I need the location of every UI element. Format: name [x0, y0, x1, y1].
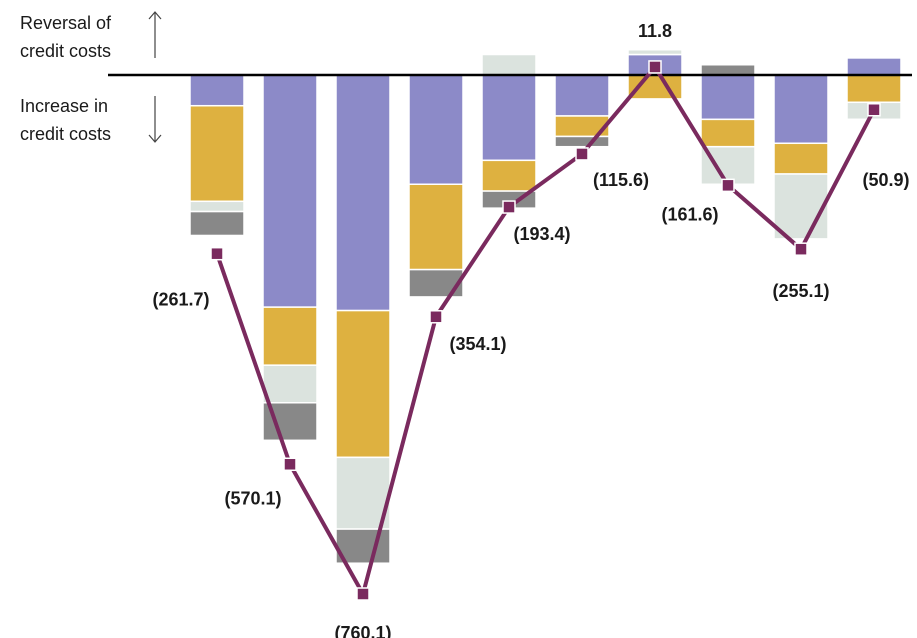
total-label-6: 11.8: [638, 21, 672, 41]
bar-segment-9-3: [846, 118, 902, 122]
increase-label-line1: Increase in: [20, 96, 108, 116]
bar-segment-1-1: [262, 306, 318, 366]
total-marker-9: [867, 103, 881, 117]
bar-segment-4-1: [481, 159, 537, 192]
total-marker-7: [721, 178, 735, 193]
arrow-up-icon: [148, 11, 162, 58]
bar-segment-8-2: [773, 173, 829, 240]
total-marker-5: [575, 147, 589, 161]
total-line: [215, 64, 876, 596]
bar-segment-3-3: [408, 268, 464, 298]
total-marker-8: [794, 242, 808, 256]
bar-segment-2-2: [335, 456, 391, 530]
bar-segment-8-0: [773, 74, 829, 145]
total-marker-4: [502, 200, 516, 214]
bar-segment-1-2: [262, 364, 318, 404]
bar-segment-7-3: [700, 64, 756, 76]
total-label-1: (570.1): [224, 488, 281, 508]
bar-segment-0-2: [189, 200, 245, 213]
bar-segment-9-1: [846, 74, 902, 104]
bar-segment-0-3: [189, 210, 245, 237]
bar-segment-3-1: [408, 183, 464, 271]
total-marker-6: [648, 60, 662, 74]
bar-segment-9-0: [846, 57, 902, 76]
total-marker-3: [429, 310, 443, 324]
reversal-label-line2: credit costs: [20, 41, 111, 61]
total-marker-1: [283, 457, 297, 472]
bar-segment-2-1: [335, 309, 391, 459]
bar-segment-4-2: [481, 53, 537, 76]
bar-segment-6-2: [627, 48, 683, 56]
bar-segment-5-3: [554, 135, 610, 148]
bar-segment-3-0: [408, 74, 464, 185]
bar-segment-7-0: [700, 74, 756, 121]
total-label-4: (193.4): [513, 224, 570, 244]
bar-segment-2-0: [335, 74, 391, 312]
bar-segment-8-1: [773, 142, 829, 175]
total-labels: (261.7) (570.1) (760.1) (354.1) (193.4) (115.…: [152, 21, 909, 638]
total-marker-2: [356, 587, 370, 601]
increase-label-line2: credit costs: [20, 124, 111, 144]
arrow-down-icon: [148, 96, 162, 143]
total-label-2: (760.1): [334, 623, 391, 638]
total-line-layer: [210, 60, 881, 601]
bar-segment-5-0: [554, 74, 610, 117]
total-label-8: (255.1): [772, 281, 829, 301]
total-label-9: (50.9): [862, 170, 909, 190]
bar-segment-1-0: [262, 74, 318, 308]
total-label-5: (115.6): [593, 170, 649, 190]
bar-segment-7-1: [700, 118, 756, 148]
reversal-label-line1: Reversal of: [20, 13, 112, 33]
total-marker-0: [210, 246, 224, 261]
stacked-bars: [189, 48, 902, 564]
total-label-3: (354.1): [449, 334, 506, 354]
bar-segment-4-0: [481, 74, 537, 162]
bar-segment-0-1: [189, 104, 245, 203]
total-label-0: (261.7): [152, 290, 209, 310]
total-label-7: (161.6): [661, 204, 718, 224]
bar-segment-0-0: [189, 74, 245, 107]
bar-segment-2-3: [335, 528, 391, 564]
